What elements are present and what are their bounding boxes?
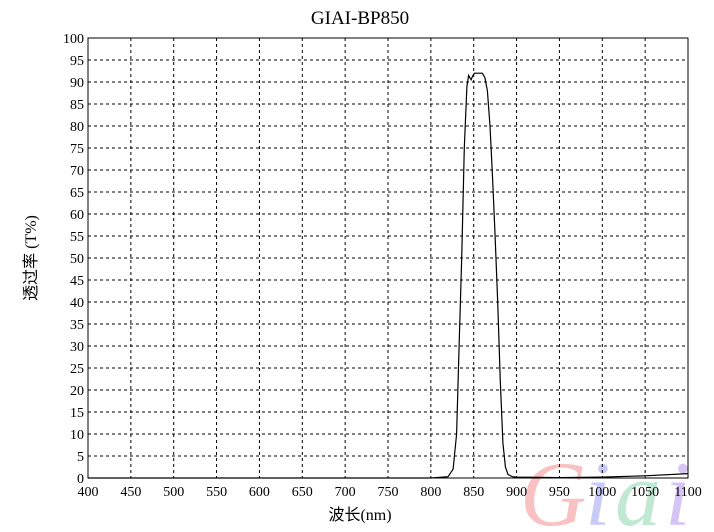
x-tick-label: 650	[292, 485, 313, 500]
x-tick-label: 550	[206, 485, 227, 500]
y-tick-label: 90	[70, 76, 84, 91]
y-tick-label: 55	[70, 230, 84, 245]
x-tick-label: 450	[120, 485, 141, 500]
y-tick-label: 0	[77, 472, 84, 487]
x-tick-label: 750	[378, 485, 399, 500]
y-tick-label: 30	[70, 340, 84, 355]
y-tick-label: 100	[63, 32, 84, 47]
y-tick-label: 45	[70, 274, 84, 289]
x-tick-label: 1100	[674, 485, 701, 500]
y-tick-label: 40	[70, 296, 84, 311]
y-tick-label: 25	[70, 362, 84, 377]
x-axis-label: 波长(nm)	[328, 506, 391, 524]
svg-text:i: i	[585, 443, 611, 532]
y-tick-label: 85	[70, 98, 84, 113]
watermark-logo: G i a i	[520, 443, 691, 532]
y-tick-label: 60	[70, 208, 84, 223]
y-tick-label: 15	[70, 406, 84, 421]
plot-frame	[87, 37, 689, 479]
x-tick-label: 700	[335, 485, 356, 500]
x-tick-label: 1050	[631, 485, 659, 500]
y-tick-label: 65	[70, 186, 84, 201]
y-tick-label: 5	[77, 450, 84, 465]
x-tick-label: 900	[506, 485, 527, 500]
y-tick-label: 10	[70, 428, 84, 443]
chart-title: GIAI-BP850	[311, 8, 409, 29]
x-tick-label: 600	[249, 485, 270, 500]
y-tick-label: 75	[70, 142, 84, 157]
svg-text:a: a	[615, 443, 661, 532]
transmission-curve	[88, 72, 689, 479]
x-tick-label: 400	[78, 485, 99, 500]
x-tick-label: 800	[420, 485, 441, 500]
y-tick-label: 20	[70, 384, 84, 399]
y-tick-label: 50	[70, 252, 84, 267]
svg-text:i: i	[665, 443, 691, 532]
y-tick-label: 35	[70, 318, 84, 333]
y-axis-label: 透过率 (T%)	[22, 215, 40, 301]
y-tick-label: 80	[70, 120, 84, 135]
x-tick-label: 500	[163, 485, 184, 500]
svg-text:G: G	[520, 443, 586, 532]
x-tick-label: 850	[463, 485, 484, 500]
x-tick-label: 1000	[588, 485, 616, 500]
y-tick-label: 95	[70, 54, 84, 69]
y-tick-label: 70	[70, 164, 84, 179]
x-tick-label: 950	[549, 485, 570, 500]
